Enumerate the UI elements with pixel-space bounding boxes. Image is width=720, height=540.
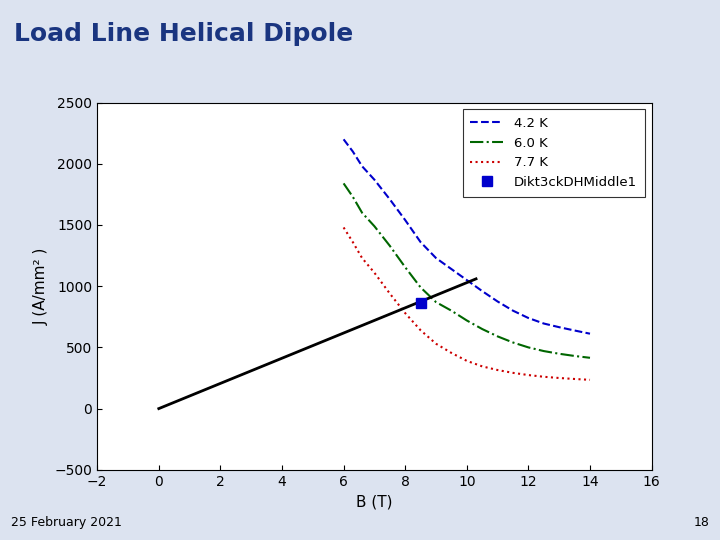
Text: 18: 18 bbox=[693, 516, 709, 529]
Text: Load Line Helical Dipole: Load Line Helical Dipole bbox=[14, 22, 354, 46]
Y-axis label: J (A/mm² ): J (A/mm² ) bbox=[34, 247, 49, 325]
X-axis label: B (T): B (T) bbox=[356, 494, 392, 509]
Legend: 4.2 K, 6.0 K, 7.7 K, Dikt3ckDHMiddle1: 4.2 K, 6.0 K, 7.7 K, Dikt3ckDHMiddle1 bbox=[462, 109, 645, 197]
Text: 25 February 2021: 25 February 2021 bbox=[11, 516, 122, 529]
